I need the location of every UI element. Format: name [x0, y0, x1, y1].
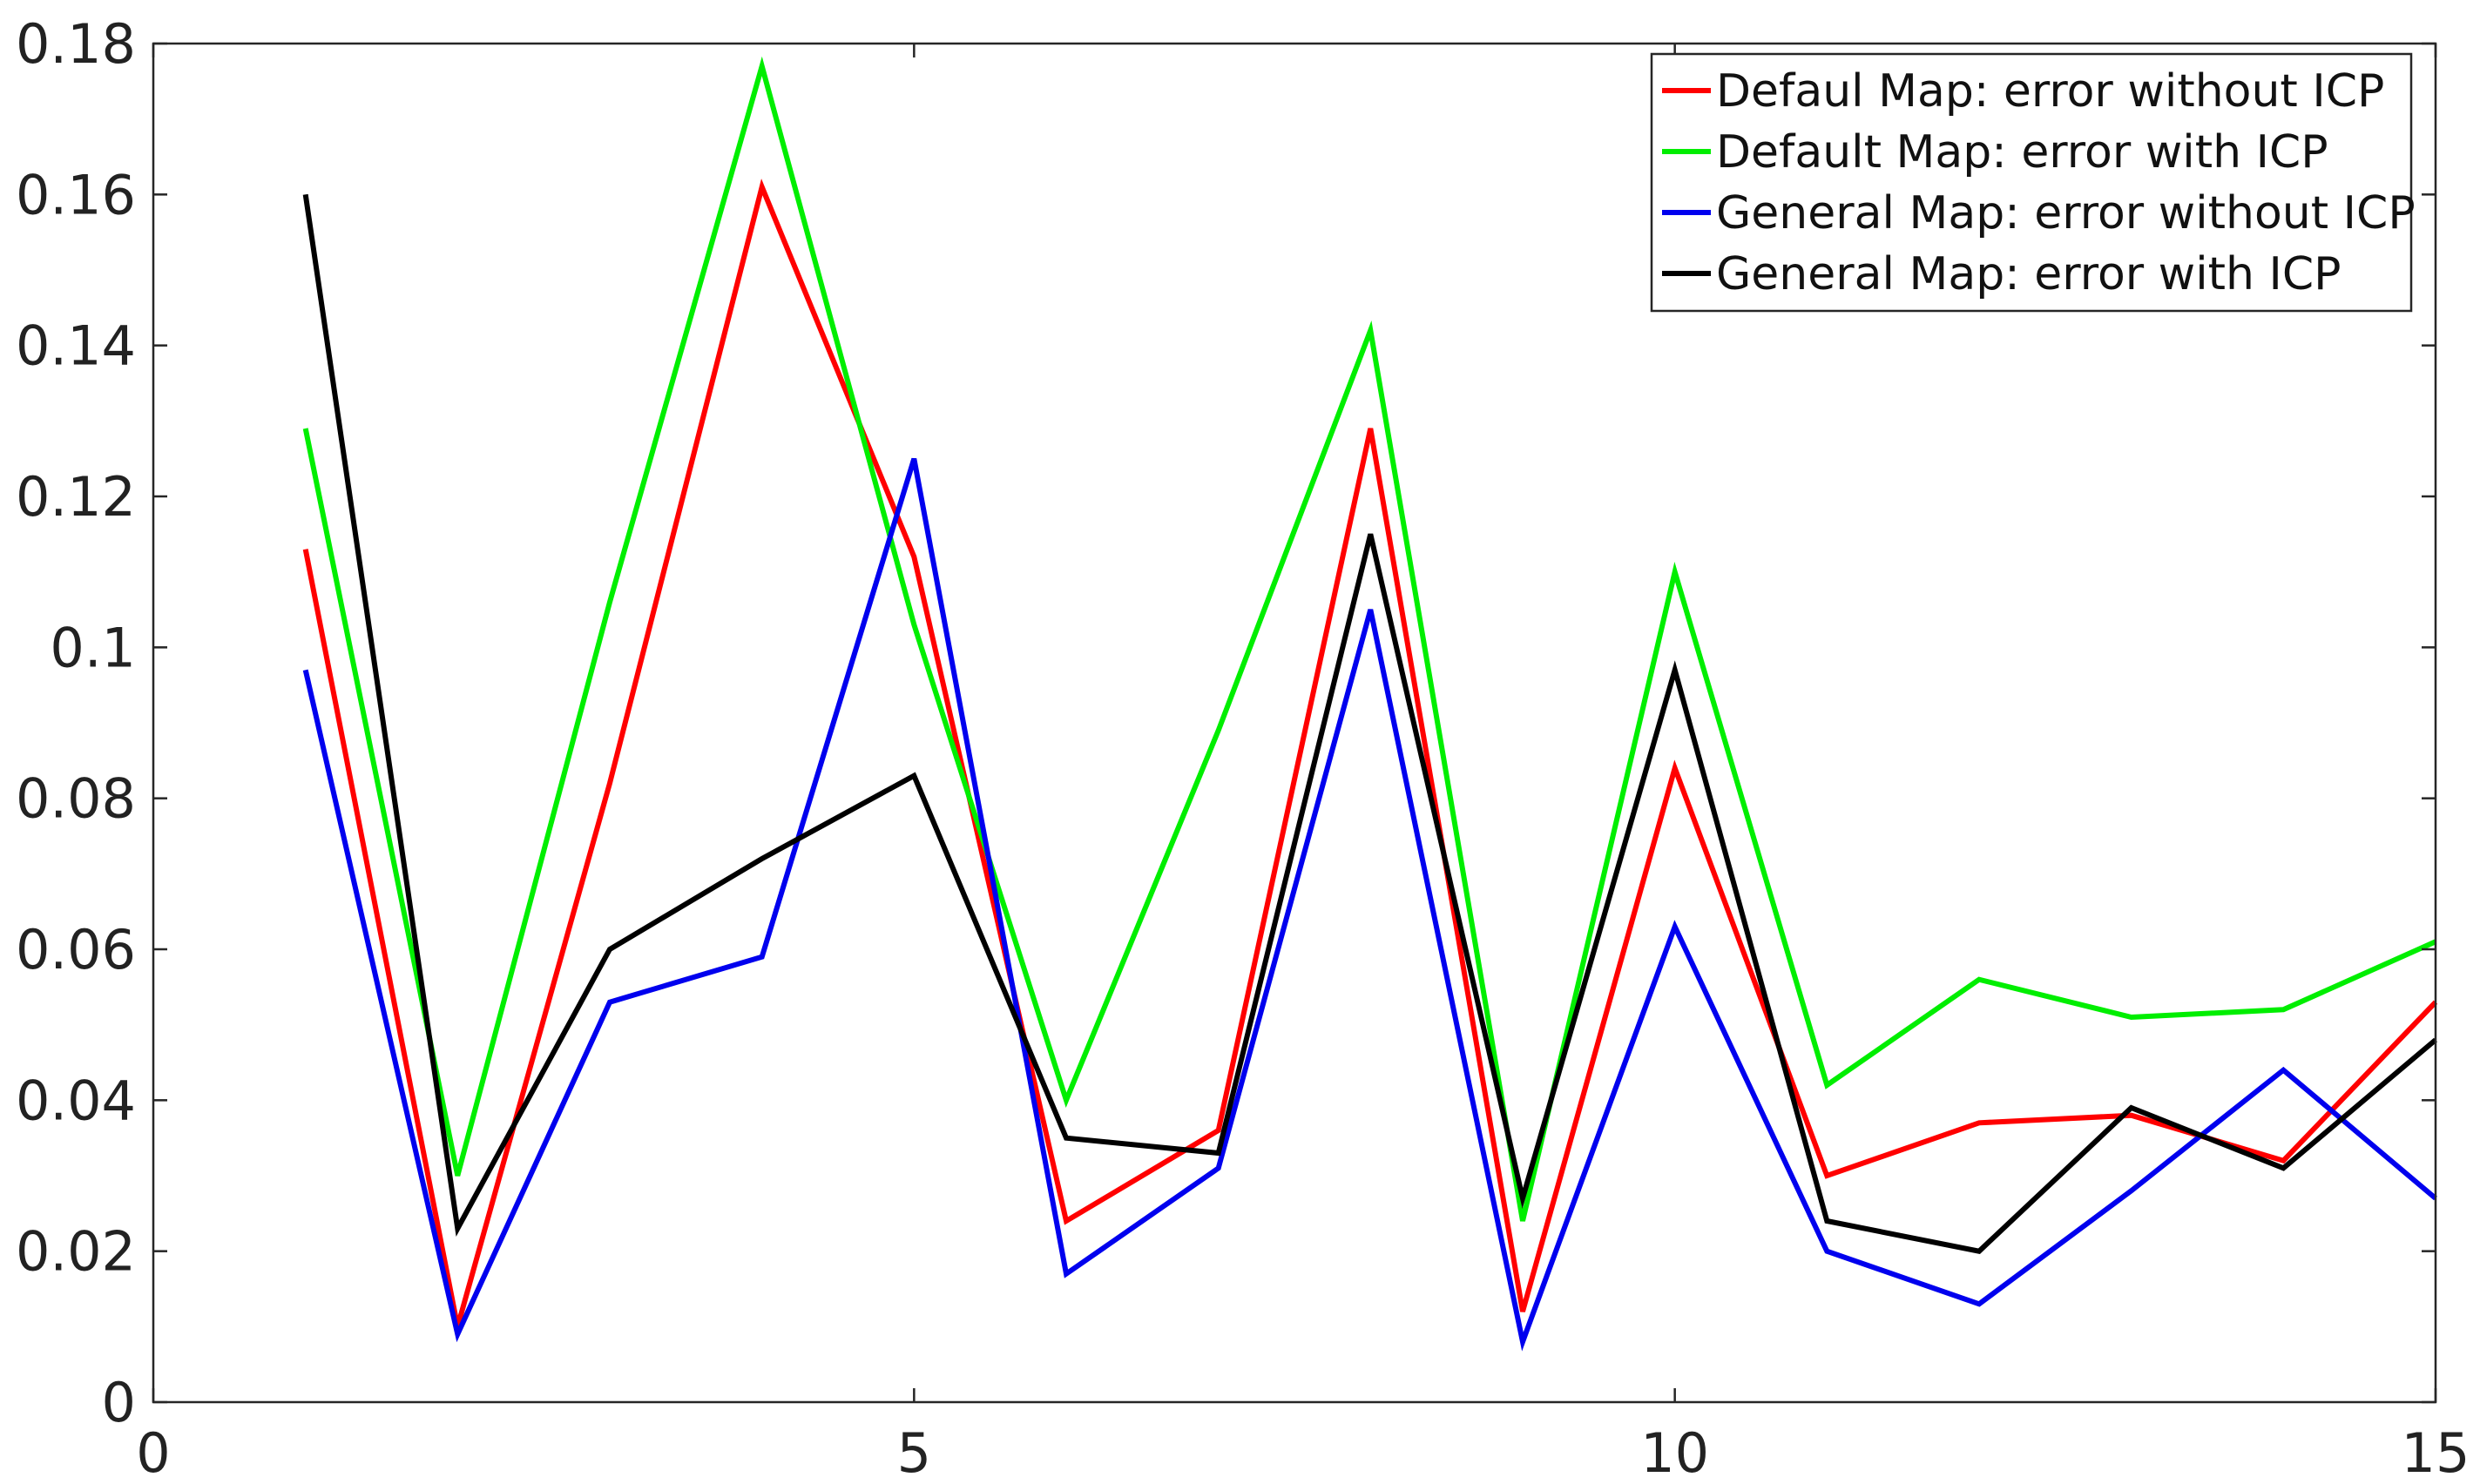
axes-box: [152, 42, 2437, 1404]
ticks-layer: 0 0.02 0.04 0.06 0.08 0.1 0.12 0.14 0.16 0.18 0 5 10…: [16, 12, 2470, 1484]
y-tick-label: 0.08: [16, 767, 136, 831]
x-tick-label: 0: [136, 1421, 170, 1484]
legend-label: Defaul Map: error without ICP: [1716, 65, 2384, 118]
series-line-4: [302, 193, 2437, 1254]
x-tick-label: 10: [1640, 1421, 1709, 1484]
y-tick-label: 0.18: [16, 12, 136, 76]
series-line-2: [302, 56, 2437, 1222]
y-tick-label: 0.06: [16, 918, 136, 981]
axes-layer: [152, 42, 2437, 1404]
y-tick-label: 0.04: [16, 1069, 136, 1132]
legend-label: General Map: error with ICP: [1716, 248, 2341, 300]
series-layer: [302, 56, 2438, 1352]
y-tick-label: 0: [102, 1371, 136, 1434]
y-tick-label: 0.12: [16, 465, 136, 529]
x-tick-label: 15: [2402, 1421, 2470, 1484]
y-tick-label: 0.16: [16, 163, 136, 226]
y-tick-label: 0.14: [16, 314, 136, 378]
legend: Defaul Map: error without ICP Default Map…: [1650, 52, 2416, 313]
x-tick-label: 5: [897, 1421, 931, 1484]
series-line-3: [302, 457, 2437, 1352]
legend-label: General Map: error without ICP: [1716, 187, 2416, 239]
y-tick-label: 0.02: [16, 1220, 136, 1284]
y-tick-label: 0.1: [50, 616, 136, 679]
legend-label: Default Map: error with ICP: [1716, 126, 2328, 179]
series-line-1: [302, 179, 2438, 1328]
legend-box: [1650, 52, 2413, 313]
